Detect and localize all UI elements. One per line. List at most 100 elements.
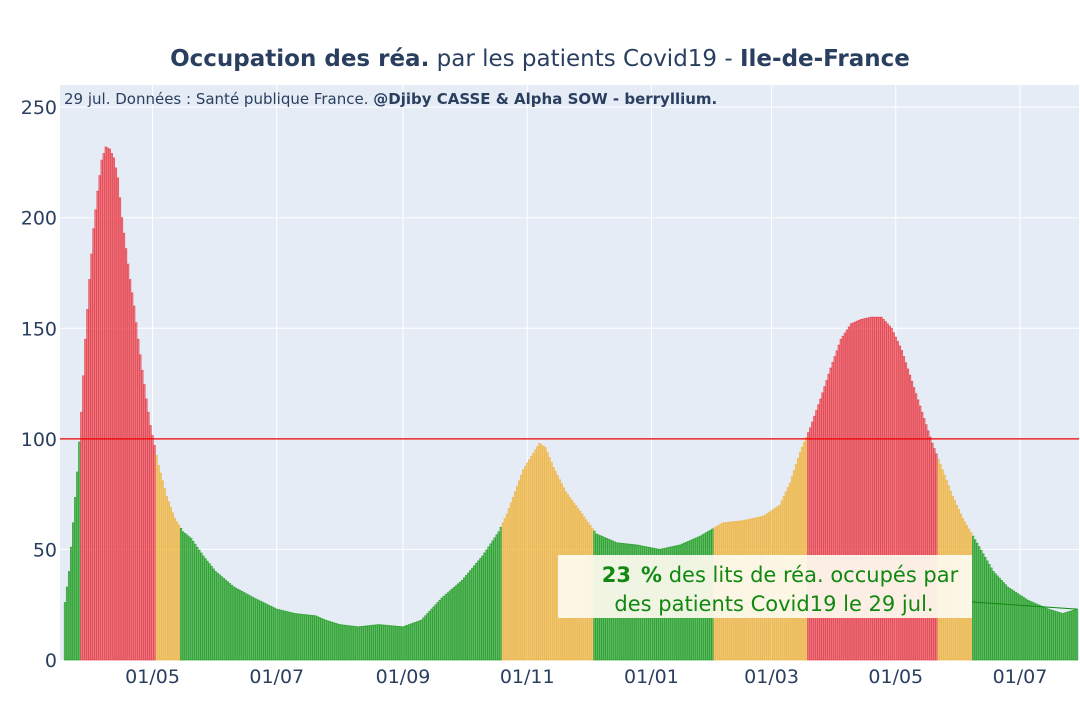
bar [389, 625, 392, 661]
bar [257, 599, 260, 661]
bar [904, 362, 908, 661]
bar [469, 570, 472, 661]
bar [365, 625, 368, 661]
bar [279, 609, 282, 661]
bar [135, 322, 138, 661]
bar [821, 392, 824, 661]
bar [976, 542, 979, 661]
bar [448, 590, 451, 661]
bar [428, 610, 431, 661]
bar [485, 549, 488, 661]
subtitle: 29 jul. Données : Santé publique France.… [64, 90, 717, 108]
bar [917, 399, 920, 661]
bar [819, 398, 822, 661]
bar [1024, 598, 1028, 661]
bar [458, 581, 462, 661]
bar [149, 425, 152, 661]
bar [855, 320, 859, 661]
bar [1029, 600, 1032, 661]
bar [322, 618, 325, 661]
bar [1027, 599, 1030, 661]
bar [452, 587, 456, 661]
bar [385, 624, 388, 661]
bar [377, 624, 380, 661]
bar [422, 617, 425, 661]
bar [184, 532, 187, 661]
bar [202, 555, 205, 661]
bar [410, 623, 413, 661]
bar [291, 612, 295, 661]
bar [493, 537, 496, 661]
bar [206, 560, 209, 661]
bar [312, 615, 315, 661]
bar [259, 600, 262, 661]
bar [874, 316, 877, 661]
bar [805, 437, 808, 661]
bar [550, 462, 553, 661]
bar [69, 546, 73, 661]
bar [65, 586, 69, 661]
bar [72, 522, 75, 661]
bar [369, 625, 372, 661]
bar [387, 625, 390, 661]
bar [122, 232, 126, 661]
chart-title-main: Occupation des réa. [170, 46, 429, 72]
bar [133, 305, 136, 661]
bar [882, 319, 885, 661]
bar [67, 571, 71, 661]
bar [460, 579, 464, 661]
bar [446, 592, 449, 661]
x-tick-label: 01/07 [993, 666, 1048, 688]
bar [82, 375, 85, 661]
bar [171, 512, 175, 661]
bar [868, 317, 871, 661]
bar [283, 610, 287, 661]
bar [906, 368, 910, 661]
bar [393, 625, 396, 661]
bar [151, 435, 154, 661]
bar [241, 591, 244, 661]
bar [112, 157, 115, 661]
bar [177, 524, 181, 661]
bar [96, 190, 99, 661]
bar [910, 380, 914, 661]
bar [477, 560, 480, 661]
bar [141, 369, 144, 661]
bar [367, 625, 370, 661]
bar [866, 317, 869, 661]
bar [1012, 590, 1015, 661]
bar [1033, 602, 1036, 661]
x-tick-label: 01/05 [125, 666, 180, 688]
bar [530, 456, 533, 661]
bar [381, 624, 384, 661]
bar [489, 543, 492, 661]
bar [487, 546, 490, 661]
bar [1000, 579, 1003, 661]
bar [296, 613, 299, 661]
bar [224, 579, 227, 661]
bar [817, 404, 820, 661]
bar [104, 146, 107, 661]
bar [509, 502, 513, 661]
bar [1031, 601, 1034, 661]
bar [239, 589, 242, 661]
bar [336, 623, 339, 661]
bar [919, 405, 922, 661]
y-tick-label: 200 [21, 208, 57, 230]
bar [864, 318, 867, 661]
bar [454, 585, 458, 661]
bar [843, 332, 846, 661]
bar [198, 549, 201, 661]
chart-title: Occupation des réa. par les patients Cov… [170, 46, 910, 72]
bar [440, 597, 443, 661]
bar [395, 625, 399, 661]
bar [373, 624, 376, 661]
bar [236, 588, 240, 661]
bar [908, 374, 912, 661]
bar [894, 336, 897, 661]
bar [222, 578, 225, 661]
bar [534, 449, 537, 661]
bar [878, 316, 881, 661]
bar [915, 393, 918, 661]
bar [334, 622, 337, 661]
